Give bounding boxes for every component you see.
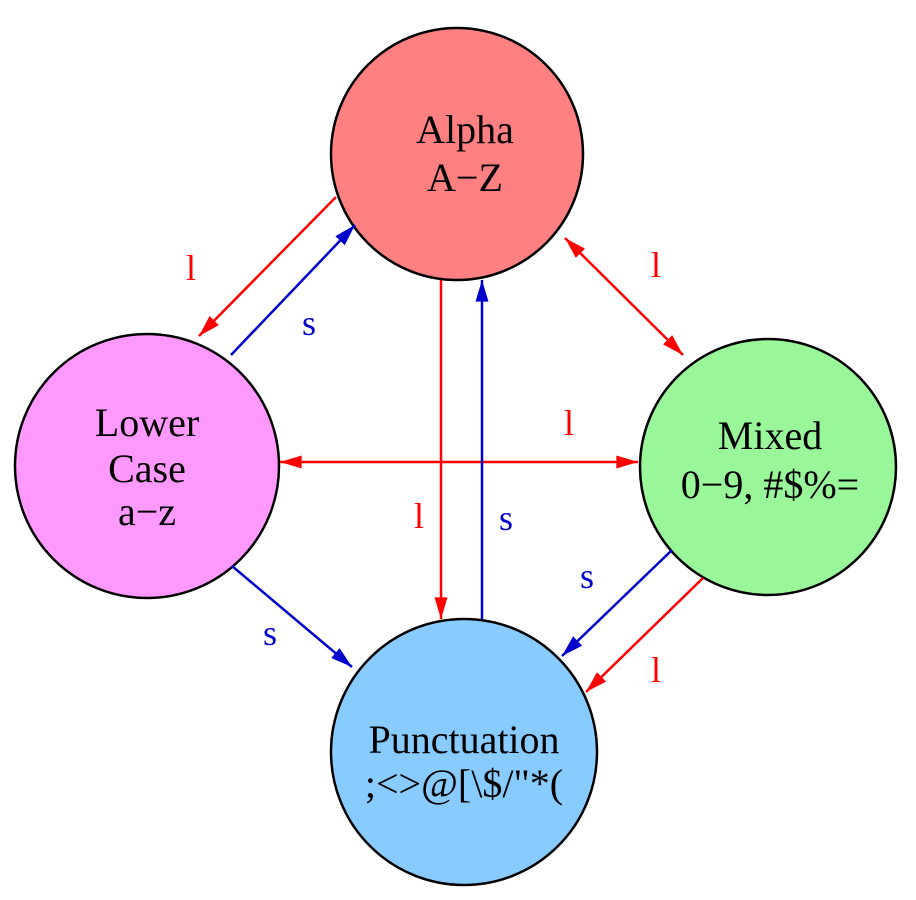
label-mixed-to-punct-shift: s bbox=[580, 556, 594, 596]
edge-lower-to-alpha-shift bbox=[230, 224, 356, 356]
edge-alpha-mixed-latch bbox=[564, 237, 684, 356]
node-lower-case-title-line2: Case bbox=[108, 446, 186, 491]
node-punctuation-circle bbox=[329, 617, 599, 887]
node-mixed-range: 0−9, #$%= bbox=[681, 462, 859, 507]
label-lower-mixed-latch: l bbox=[564, 403, 574, 443]
label-alpha-mixed-latch: l bbox=[651, 245, 661, 285]
node-lower-case-title-line1: Lower bbox=[95, 400, 199, 445]
edge-alpha-to-lower-latch bbox=[198, 196, 337, 337]
node-alpha-range: A−Z bbox=[427, 155, 503, 200]
node-mixed-circle bbox=[638, 337, 898, 597]
edge-mixed-to-punct-latch bbox=[585, 577, 704, 693]
label-mixed-to-punct-latch: l bbox=[651, 650, 661, 690]
node-punctuation: Punctuation ;<>@[\$/"*( bbox=[329, 617, 599, 887]
label-alpha-to-lower-latch: l bbox=[186, 248, 196, 288]
edge-lower-to-punct-shift bbox=[231, 565, 353, 668]
edge-mixed-to-punct-shift bbox=[561, 549, 673, 657]
node-mixed: Mixed 0−9, #$%= bbox=[638, 337, 898, 597]
node-alpha-title: Alpha bbox=[416, 107, 514, 152]
node-alpha-circle bbox=[329, 26, 585, 282]
label-lower-to-punct-shift: s bbox=[263, 613, 277, 653]
node-mixed-title: Mixed bbox=[718, 413, 822, 458]
label-punct-to-alpha-shift: s bbox=[499, 498, 513, 538]
label-lower-to-alpha-shift: s bbox=[302, 303, 316, 343]
node-lower-case: Lower Case a−z bbox=[13, 332, 281, 600]
label-alpha-to-punct-latch: l bbox=[414, 496, 424, 536]
node-lower-case-range: a−z bbox=[118, 489, 176, 534]
node-punctuation-chars: ;<>@[\$/"*( bbox=[365, 761, 563, 806]
node-lower-case-circle bbox=[13, 332, 281, 600]
node-alpha: Alpha A−Z bbox=[329, 26, 585, 282]
node-punctuation-title: Punctuation bbox=[368, 717, 559, 762]
